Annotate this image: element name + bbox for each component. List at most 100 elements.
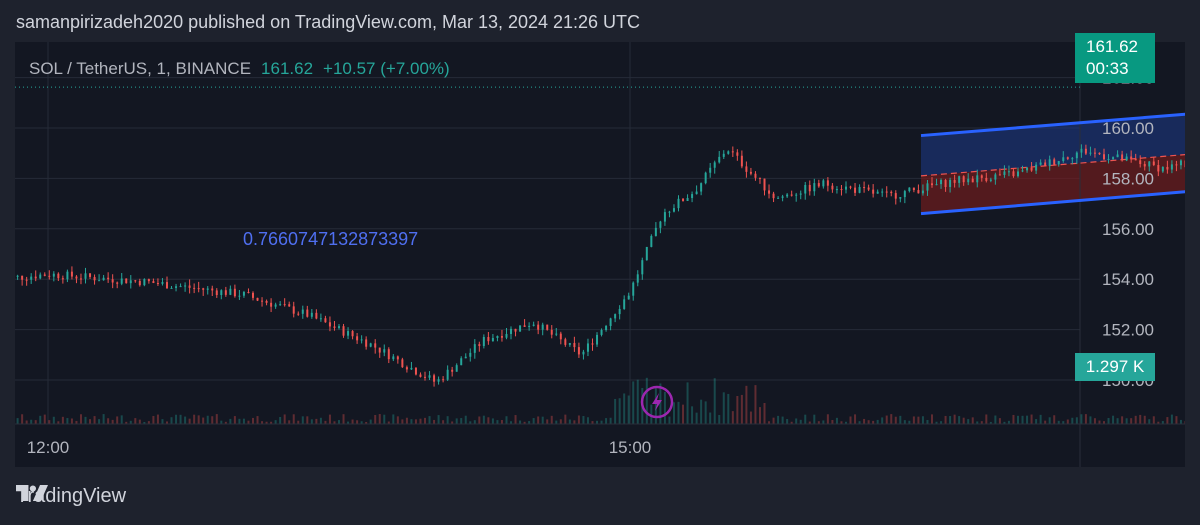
candle-body	[84, 273, 87, 279]
candle-body	[858, 187, 861, 193]
candle-body	[663, 212, 666, 222]
volume-bar	[600, 420, 603, 424]
candle-body	[795, 194, 798, 196]
candle-body	[573, 342, 576, 348]
volume-bar	[912, 416, 915, 424]
bar-countdown: 00:33	[1086, 59, 1129, 78]
candle-body	[514, 328, 517, 332]
candle-body	[510, 328, 513, 334]
volume-bar	[75, 420, 78, 424]
candle-body	[351, 331, 354, 337]
price-chart[interactable]: 150.00152.00154.00156.00158.00160.00162.…	[15, 42, 1185, 467]
lightning-icon[interactable]	[640, 385, 674, 419]
volume-bar	[464, 415, 467, 424]
candle-body	[1098, 152, 1101, 155]
candle-body	[1134, 158, 1137, 161]
candle-body	[328, 322, 331, 327]
volume-bar	[944, 415, 947, 424]
volume-bar	[881, 417, 884, 424]
candle-body	[116, 282, 119, 284]
volume-bar	[288, 420, 291, 424]
candle-body	[722, 153, 725, 157]
candle-body	[306, 309, 309, 317]
candle-body	[686, 198, 689, 201]
volume-bar	[917, 416, 920, 424]
publish-header: samanpirizadeh2020 published on TradingV…	[16, 12, 641, 32]
candle-body	[1062, 157, 1065, 162]
volume-bar	[333, 421, 336, 424]
candle-body	[749, 171, 752, 174]
volume-bar	[197, 415, 200, 424]
candle-body	[274, 304, 277, 307]
volume-bar	[940, 421, 943, 424]
volume-bar	[586, 417, 589, 424]
volume-bar	[1121, 416, 1124, 424]
volume-bar	[21, 414, 24, 424]
candle-body	[1179, 160, 1182, 166]
candle-body	[844, 186, 847, 190]
candle-body	[1184, 160, 1185, 168]
volume-bar	[953, 414, 956, 424]
candle-body	[614, 314, 617, 319]
candle-body	[478, 344, 481, 347]
volume-bar	[1130, 418, 1133, 424]
candle-body	[813, 183, 816, 192]
candle-body	[949, 179, 952, 188]
volume-bar	[170, 417, 173, 424]
candle-body	[270, 302, 273, 307]
volume-bar	[129, 420, 132, 424]
candle-body	[1089, 152, 1092, 154]
candle-body	[718, 156, 721, 163]
volume-bar	[84, 416, 87, 424]
volume-bar	[1103, 421, 1106, 424]
candle-body	[976, 175, 979, 183]
volume-bar	[224, 421, 227, 424]
x-tick-label: 12:00	[27, 438, 70, 457]
chart-panel[interactable]: 150.00152.00154.00156.00158.00160.00162.…	[15, 42, 1185, 467]
volume-bar	[1134, 415, 1137, 424]
candle-body	[1107, 158, 1110, 160]
candle-body	[247, 292, 250, 294]
candle-body	[251, 292, 254, 298]
volume-bar	[111, 419, 114, 424]
volume-bar	[930, 414, 933, 424]
volume-bar	[233, 416, 236, 424]
volume-bar	[460, 418, 463, 424]
volume-bar	[514, 415, 517, 424]
volume-bar	[428, 416, 431, 424]
volume-bar	[627, 395, 630, 424]
candle-body	[885, 191, 888, 193]
candle-body	[120, 278, 123, 284]
volume-bar	[274, 420, 277, 424]
volume-bar	[654, 388, 657, 424]
candle-body	[636, 274, 639, 283]
volume-bar	[414, 419, 417, 424]
volume-bar	[482, 415, 485, 424]
volume-bar	[34, 420, 37, 424]
volume-bar	[261, 421, 264, 424]
candle-body	[994, 174, 997, 180]
candle-body	[410, 367, 413, 370]
volume-bar	[165, 421, 168, 424]
candle-body	[1026, 167, 1029, 171]
candlesticks	[16, 144, 1185, 387]
candle-body	[940, 179, 943, 185]
volume-bar	[1107, 418, 1110, 424]
volume-bar	[473, 420, 476, 424]
volume-bar	[605, 418, 608, 424]
candle-body	[600, 329, 603, 335]
volume-bar	[175, 414, 178, 424]
volume-bar	[872, 420, 875, 424]
candle-body	[1075, 152, 1078, 159]
candle-body	[39, 274, 42, 279]
candle-body	[1148, 161, 1151, 167]
volume-bar	[935, 421, 938, 424]
candle-body	[568, 342, 571, 345]
volume-bar	[568, 419, 571, 424]
volume-bar	[301, 416, 304, 424]
volume-bar	[636, 379, 639, 424]
candle-body	[175, 286, 178, 288]
volume-bar	[369, 419, 372, 424]
volume-bar	[731, 411, 734, 424]
volume-bar	[500, 420, 503, 424]
